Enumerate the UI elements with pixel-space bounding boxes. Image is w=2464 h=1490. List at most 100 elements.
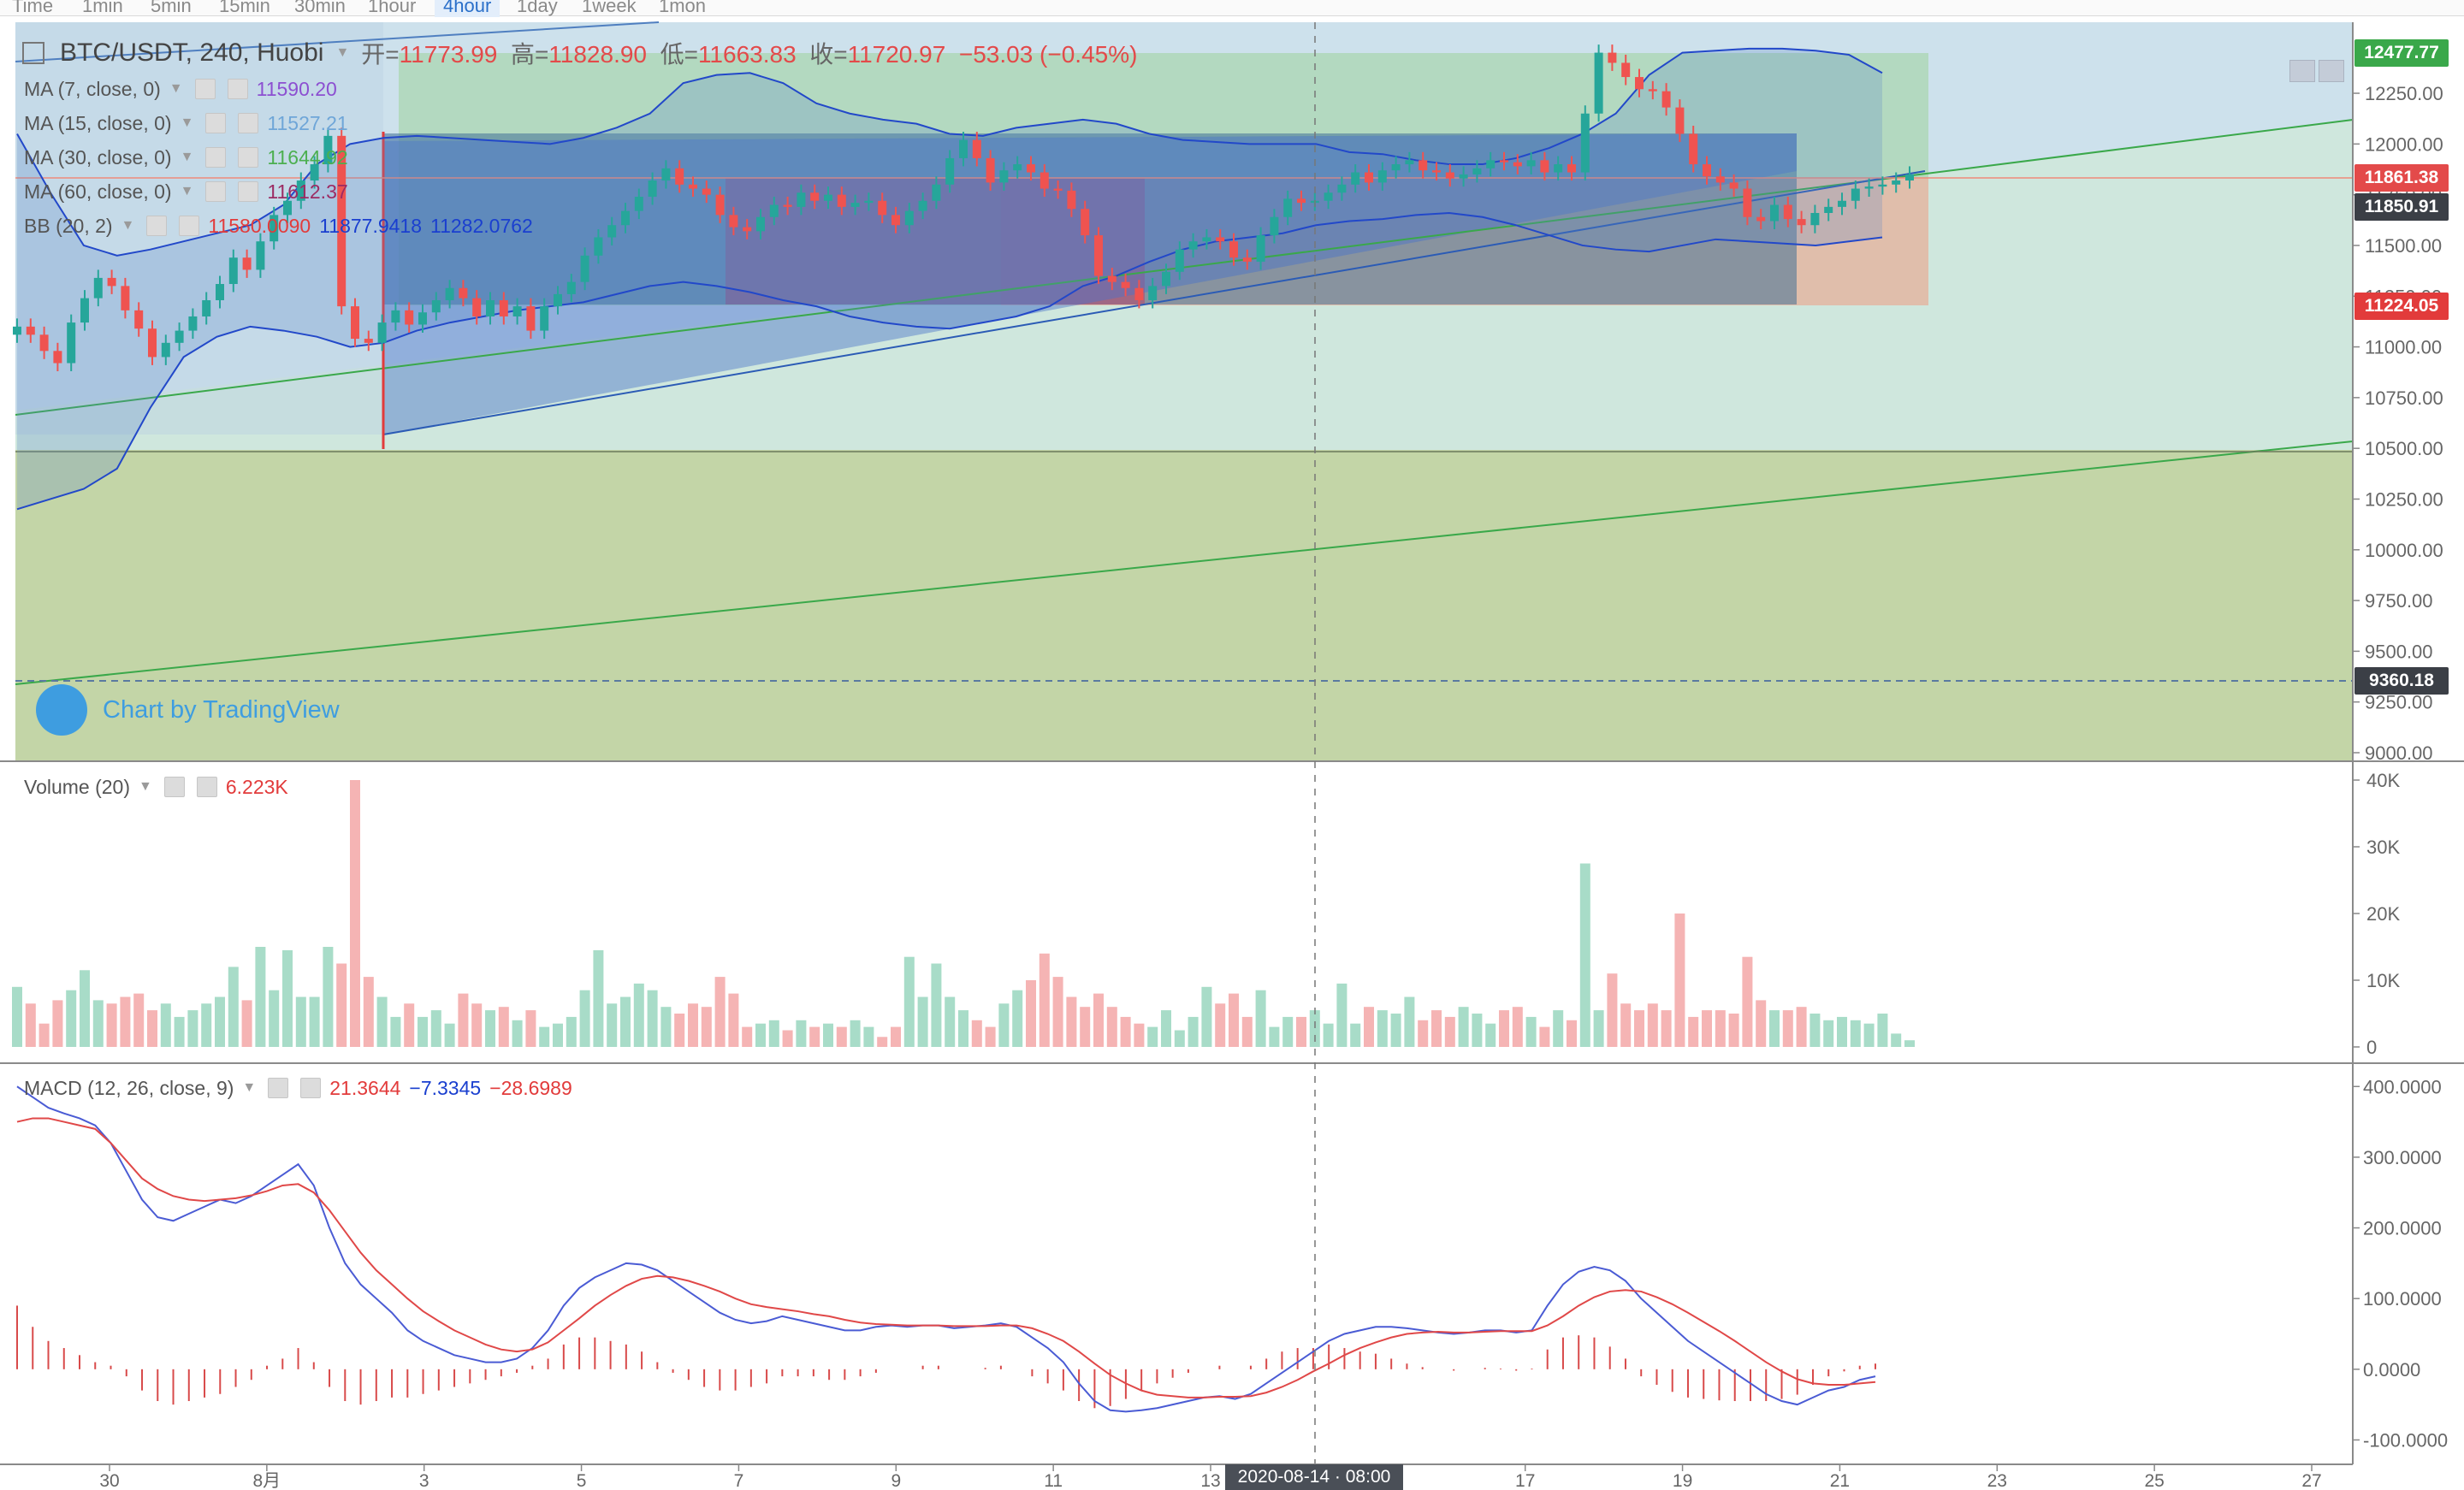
candle-body bbox=[756, 216, 765, 232]
volume-bar bbox=[809, 1026, 820, 1047]
candle-body bbox=[729, 215, 738, 228]
interval-30min[interactable]: 30min bbox=[294, 0, 346, 16]
interval-1week[interactable]: 1week bbox=[582, 0, 637, 16]
legend-ma60[interactable]: MA (60, close, 0) ▼ 11612.37 bbox=[24, 178, 348, 205]
close-icon[interactable] bbox=[238, 147, 259, 168]
legend-ma15[interactable]: MA (15, close, 0) ▼ 11527.21 bbox=[24, 109, 348, 137]
candle-body bbox=[1540, 160, 1549, 173]
candle-body bbox=[1351, 172, 1360, 185]
volume-bar bbox=[1904, 1040, 1915, 1047]
legend-ma7[interactable]: MA (7, close, 0) ▼ 11590.20 bbox=[24, 75, 337, 103]
scroll-back-icon[interactable] bbox=[2289, 60, 2315, 82]
volume-bar bbox=[1350, 1023, 1361, 1047]
chevron-down-icon[interactable]: ▼ bbox=[180, 184, 194, 198]
gear-icon[interactable] bbox=[163, 777, 185, 797]
volume-bar bbox=[376, 996, 388, 1047]
chevron-down-icon[interactable]: ▼ bbox=[335, 45, 350, 60]
scroll-forward-icon[interactable] bbox=[2319, 60, 2344, 82]
chevron-down-icon[interactable]: ▼ bbox=[180, 150, 194, 164]
legend-ma30[interactable]: MA (30, close, 0) ▼ 11644.92 bbox=[24, 144, 348, 171]
volume-bar bbox=[917, 996, 928, 1047]
drawing-zones bbox=[15, 21, 2354, 761]
interval-1hour[interactable]: 1hour bbox=[368, 0, 417, 16]
open-value: 11773.99 bbox=[399, 41, 498, 68]
legend-volume[interactable]: Volume (20) ▼ 6.223K bbox=[24, 773, 288, 801]
candle-body bbox=[1756, 216, 1766, 222]
chevron-down-icon[interactable]: ▼ bbox=[242, 1080, 257, 1095]
candle-body bbox=[364, 339, 373, 343]
legend-bb[interactable]: BB (20, 2) ▼ 11580.0090 11877.9418 11282.… bbox=[24, 212, 533, 239]
volume-bar bbox=[1080, 1007, 1091, 1047]
interval-15min[interactable]: 15min bbox=[219, 0, 270, 16]
close-icon[interactable] bbox=[238, 181, 259, 202]
candle-body bbox=[1419, 160, 1428, 171]
interval-4hour[interactable]: 4hour bbox=[435, 0, 500, 17]
candle-body bbox=[1621, 62, 1631, 78]
candle-body bbox=[1242, 257, 1252, 262]
volume-bar bbox=[1850, 1020, 1861, 1047]
candle-body bbox=[1594, 52, 1603, 114]
price-tick-label: 9250.00 bbox=[2365, 692, 2433, 713]
close-icon[interactable] bbox=[227, 79, 248, 99]
volume-bar bbox=[160, 1003, 171, 1047]
price-tick-label: 9500.00 bbox=[2365, 641, 2433, 662]
volume-bar bbox=[66, 990, 77, 1047]
volume-bar bbox=[688, 1003, 698, 1047]
candle-body bbox=[1202, 237, 1211, 242]
candle-body bbox=[1851, 188, 1860, 201]
trendline-green-1 bbox=[15, 119, 2354, 416]
gear-icon[interactable] bbox=[146, 216, 168, 236]
candle-body bbox=[1432, 170, 1441, 173]
volume-bar bbox=[985, 1026, 996, 1047]
gear-icon[interactable] bbox=[194, 79, 216, 99]
gear-icon[interactable] bbox=[205, 113, 227, 133]
close-icon[interactable] bbox=[300, 1078, 322, 1098]
gear-icon[interactable] bbox=[205, 147, 227, 168]
interval-1min[interactable]: 1min bbox=[82, 0, 123, 16]
gear-icon[interactable] bbox=[205, 181, 227, 202]
volume-bar bbox=[390, 1016, 401, 1047]
macd-tick-label: 100.0000 bbox=[2363, 1288, 2442, 1310]
volume-bar bbox=[701, 1007, 712, 1047]
volume-bar bbox=[336, 963, 347, 1047]
volume-bar bbox=[1877, 1014, 1888, 1047]
close-icon[interactable] bbox=[179, 216, 200, 236]
chevron-down-icon[interactable]: ▼ bbox=[180, 115, 194, 130]
candle-body bbox=[499, 299, 508, 316]
legend-macd[interactable]: MACD (12, 26, close, 9) ▼ 21.3644 −7.3345… bbox=[24, 1074, 572, 1102]
candle-body bbox=[188, 316, 198, 331]
volume-bar bbox=[877, 1037, 888, 1047]
candle-body bbox=[904, 210, 914, 226]
chevron-down-icon[interactable]: ▼ bbox=[139, 779, 152, 794]
time-tick-label: 8月 bbox=[253, 1471, 281, 1488]
volume-bar bbox=[1269, 1026, 1280, 1047]
candle-body bbox=[1715, 176, 1725, 183]
tradingview-watermark[interactable]: Chart by TradingView bbox=[36, 684, 340, 736]
close-icon[interactable] bbox=[196, 777, 217, 797]
volume-bar bbox=[255, 947, 266, 1047]
interval-1day[interactable]: 1day bbox=[517, 0, 558, 16]
gear-icon[interactable] bbox=[268, 1078, 289, 1098]
volume-bar bbox=[1282, 1016, 1294, 1047]
candle-body bbox=[80, 298, 89, 323]
volume-bar bbox=[228, 967, 239, 1047]
candle-body bbox=[607, 225, 617, 238]
volume-bar bbox=[958, 1010, 968, 1047]
interval-toolbar: Time 1min 5min 15min 30min 1hour 4hour 1… bbox=[0, 0, 2464, 17]
time-tick-label: 3 bbox=[419, 1471, 429, 1488]
volume-bar bbox=[1052, 977, 1063, 1047]
ma60-label: MA (60, close, 0) bbox=[24, 180, 172, 203]
price-tick-label: 10750.00 bbox=[2365, 387, 2443, 409]
symbol-title[interactable]: BTC/USDT, 240, Huobi bbox=[60, 38, 324, 67]
chevron-down-icon[interactable]: ▼ bbox=[169, 81, 183, 96]
interval-time[interactable]: Time bbox=[12, 0, 54, 16]
interval-1mon[interactable]: 1mon bbox=[659, 0, 707, 16]
interval-5min[interactable]: 5min bbox=[151, 0, 192, 16]
chevron-down-icon[interactable]: ▼ bbox=[121, 218, 135, 233]
high-value: 11828.90 bbox=[548, 41, 648, 68]
price-tick-label: 9750.00 bbox=[2365, 590, 2433, 612]
candle-body bbox=[648, 180, 657, 198]
collapse-icon[interactable] bbox=[22, 42, 44, 64]
close-icon[interactable] bbox=[238, 113, 259, 133]
